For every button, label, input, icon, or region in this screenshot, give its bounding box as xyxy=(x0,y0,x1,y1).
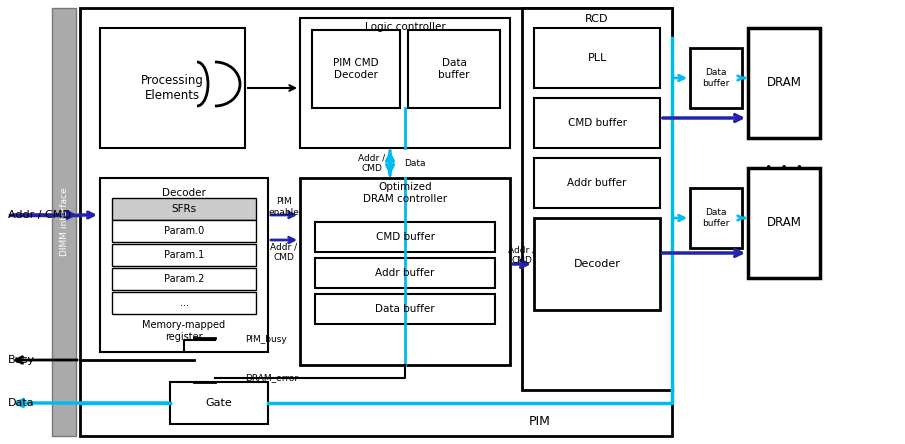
Bar xyxy=(100,28,245,148)
Bar xyxy=(100,178,268,352)
Text: Addr / CMD: Addr / CMD xyxy=(8,210,71,220)
Text: ...: ... xyxy=(179,298,188,308)
Bar xyxy=(315,258,495,288)
Bar xyxy=(300,178,510,365)
Text: Data
buffer: Data buffer xyxy=(438,58,470,80)
Text: PIM_busy: PIM_busy xyxy=(245,336,287,345)
Text: RCD: RCD xyxy=(586,14,609,24)
Text: Gate: Gate xyxy=(205,398,233,408)
Text: Processing
Elements: Processing Elements xyxy=(140,74,204,102)
Text: Addr /
CMD: Addr / CMD xyxy=(358,153,386,173)
Bar xyxy=(80,8,672,436)
Text: Data
buffer: Data buffer xyxy=(702,68,729,88)
Bar xyxy=(315,222,495,252)
Bar xyxy=(312,30,400,108)
Bar xyxy=(690,48,742,108)
Bar xyxy=(112,198,256,220)
Bar xyxy=(748,168,820,278)
Bar xyxy=(534,218,660,310)
Bar xyxy=(112,268,256,290)
Bar xyxy=(52,8,76,436)
Bar xyxy=(112,292,256,314)
Bar xyxy=(300,18,510,148)
Text: PIM CMD
Decoder: PIM CMD Decoder xyxy=(333,58,379,80)
Text: PIM: PIM xyxy=(529,415,551,428)
Text: Data buffer: Data buffer xyxy=(376,304,434,314)
Text: PIM
enable: PIM enable xyxy=(269,197,300,217)
Text: •  •  •: • • • xyxy=(765,162,803,174)
Bar xyxy=(690,188,742,248)
Text: Optimized
DRAM controller: Optimized DRAM controller xyxy=(363,182,447,204)
Text: Param.2: Param.2 xyxy=(164,274,205,284)
Text: Busy: Busy xyxy=(8,355,35,365)
Text: Data
buffer: Data buffer xyxy=(702,208,729,228)
Text: Addr buffer: Addr buffer xyxy=(376,268,434,278)
Bar xyxy=(522,8,672,390)
Text: DIMM interface: DIMM interface xyxy=(60,188,69,256)
Text: Addr /
CMD: Addr / CMD xyxy=(509,245,536,265)
Text: PLL: PLL xyxy=(587,53,606,63)
Text: SFRs: SFRs xyxy=(171,204,196,214)
Bar xyxy=(408,30,500,108)
Text: Param.1: Param.1 xyxy=(164,250,205,260)
Text: CMD buffer: CMD buffer xyxy=(376,232,434,242)
Text: Decoder: Decoder xyxy=(162,188,206,198)
Bar xyxy=(315,294,495,324)
Text: Logic controller: Logic controller xyxy=(365,22,445,32)
Bar xyxy=(170,382,268,424)
Text: Memory-mapped
register: Memory-mapped register xyxy=(142,321,225,342)
Text: Data: Data xyxy=(405,159,425,167)
Text: Param.0: Param.0 xyxy=(164,226,205,236)
Text: DRAM: DRAM xyxy=(767,217,802,230)
Text: DRAM: DRAM xyxy=(767,76,802,90)
Bar xyxy=(112,244,256,266)
Bar xyxy=(748,28,820,138)
Text: Decoder: Decoder xyxy=(574,259,621,269)
Bar xyxy=(534,98,660,148)
Text: Data: Data xyxy=(8,398,34,408)
Text: DRAM_error: DRAM_error xyxy=(245,373,298,382)
Text: Addr /
CMD: Addr / CMD xyxy=(271,242,298,262)
Text: CMD buffer: CMD buffer xyxy=(567,118,626,128)
Bar xyxy=(112,220,256,242)
Bar xyxy=(534,28,660,88)
Text: Addr buffer: Addr buffer xyxy=(567,178,626,188)
Bar xyxy=(534,158,660,208)
